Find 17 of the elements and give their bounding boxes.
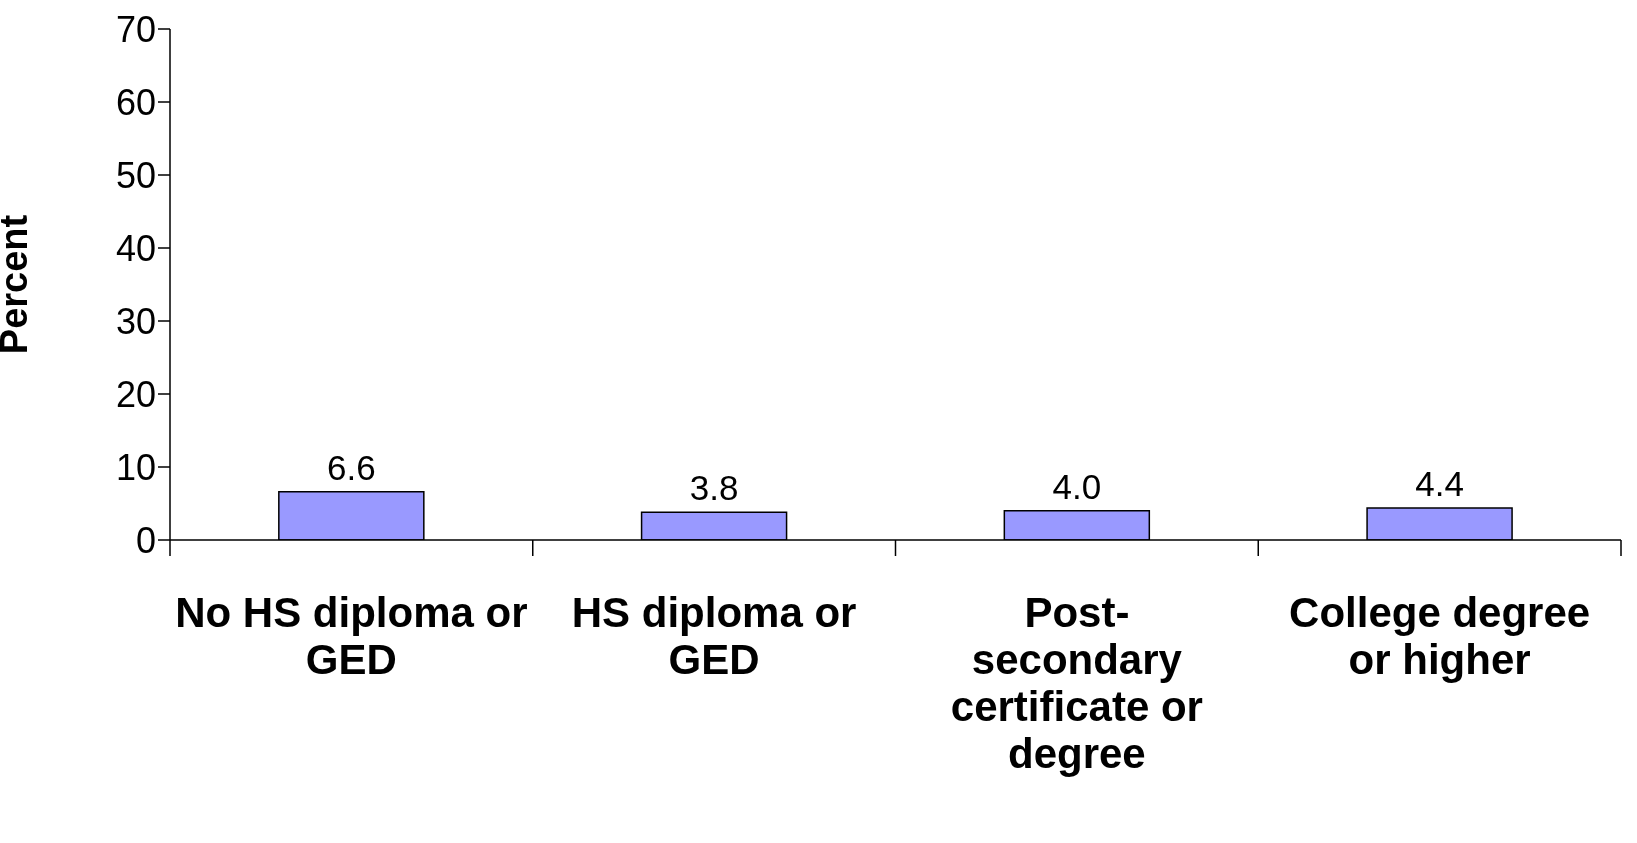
data-label: 6.6 <box>327 447 376 487</box>
y-tick-label: 60 <box>115 81 156 123</box>
y-axis-title: Percent <box>0 214 36 355</box>
x-tick-label: No HS diploma or GED <box>175 589 528 683</box>
y-tick-label: 40 <box>115 227 156 269</box>
data-label: 4.4 <box>1415 463 1464 503</box>
x-tick-label: Post-secondary certificate or degree <box>950 589 1203 777</box>
y-tick-label: 50 <box>115 154 156 196</box>
data-label: 4.0 <box>1052 466 1102 506</box>
y-tick-label: 30 <box>115 300 156 342</box>
y-tick-label: 20 <box>115 373 156 415</box>
y-tick-label: 0 <box>135 519 156 561</box>
y-tick-label: 10 <box>115 446 156 488</box>
data-label: 3.8 <box>689 468 739 508</box>
x-tick-label: HS diploma or GED <box>571 589 857 683</box>
x-tick-label: College degree or higher <box>1289 589 1591 683</box>
y-tick-label: 70 <box>115 8 156 50</box>
